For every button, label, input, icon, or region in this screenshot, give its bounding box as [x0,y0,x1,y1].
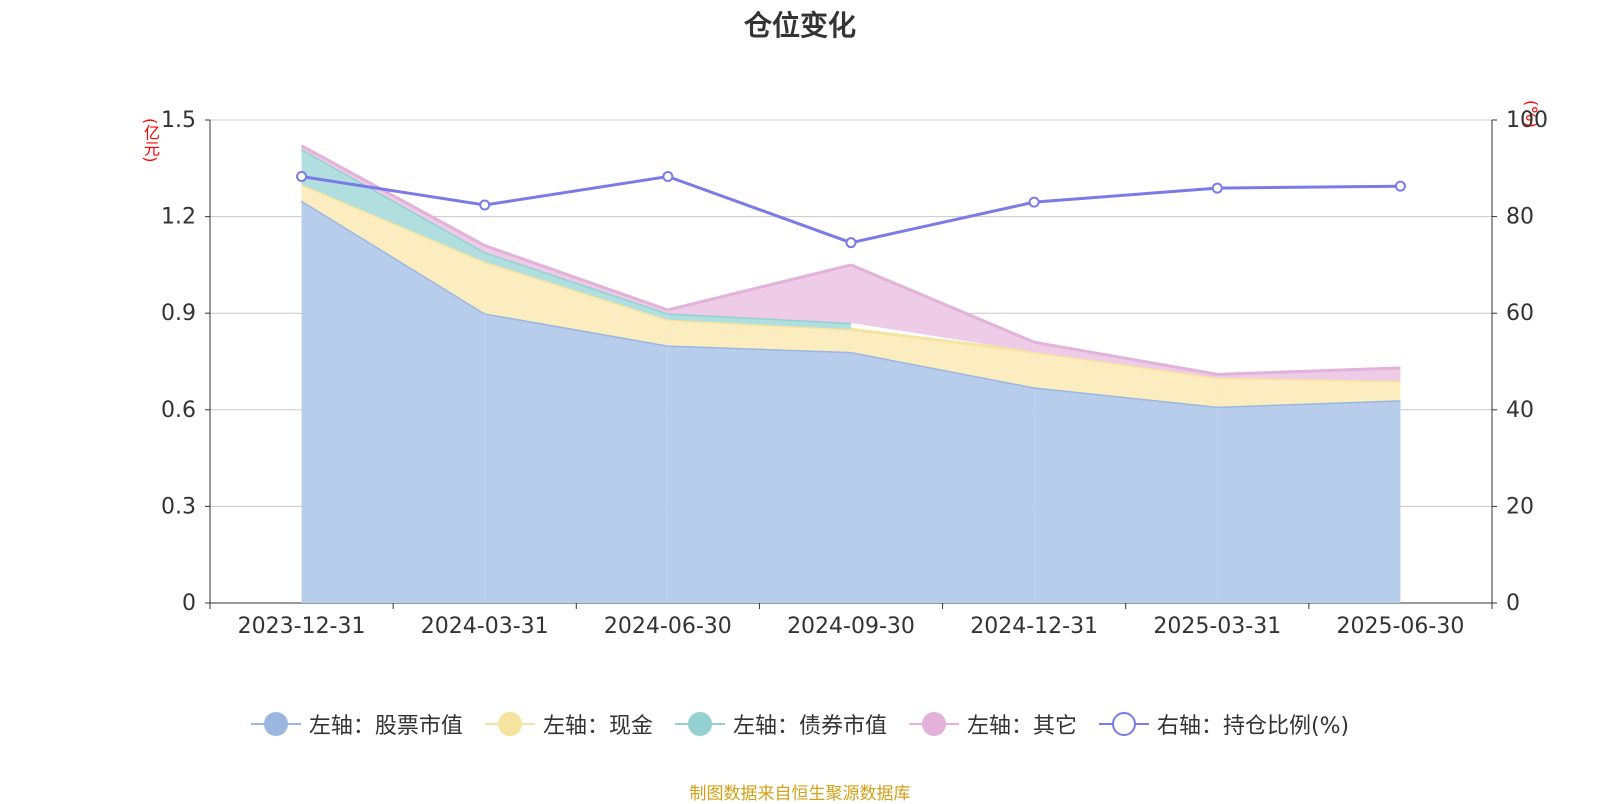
legend-item-4[interactable]: 左轴：其它 [908,708,1077,740]
area-edge-series-4 [484,244,669,312]
legend-label: 左轴：债券市值 [732,714,887,739]
holding-ratio-point [845,237,857,249]
legend-swatch-icon [908,712,959,736]
holding-ratio-line [301,174,1401,245]
legend-item-1[interactable]: 左轴：股票市值 [250,708,463,740]
right-axis-unit: (%) [1522,100,1541,128]
position-change-chart: 0 0.3 0.6 0.9 1.2 1.5 0 20 40 60 80 100 2023-12-31 20… [161,108,1548,639]
area-segment-series-3 [484,252,668,320]
area-segment-series-1 [301,200,485,603]
area-edge-series-4 [667,263,852,312]
legend-label: 右轴：持仓比例(%) [1156,714,1350,739]
holding-ratio-point [296,171,308,183]
area-edge-series-4 [850,263,1035,344]
holding-ratio-point [1211,182,1223,194]
area-segment-series-2 [301,184,485,314]
holding-ratio-point [1028,196,1040,208]
right-axis-tick-label: 0 [1506,591,1520,616]
area-segment-series-3 [667,313,851,330]
area-segment-series-1 [851,351,1035,603]
area-edge-series-4 [1033,340,1218,376]
right-axis-tick-label: 80 [1506,205,1534,230]
area-segment-series-3 [301,148,485,262]
left-axis-tick-label: 0.9 [161,301,196,326]
x-axis-tick-label: 2024-03-31 [421,614,549,639]
legend-label: 左轴：股票市值 [308,714,463,739]
x-axis-tick-label: 2023-12-31 [238,614,366,639]
area-segment-series-1 [1034,387,1218,603]
area-segment-series-2 [1034,351,1218,407]
area-segment-series-2 [484,261,668,346]
legend-swatch-icon [1098,712,1149,736]
area-segment-series-2 [1217,377,1401,407]
left-axis-tick-label: 0.3 [161,494,196,519]
legend-item-3[interactable]: 左轴：债券市值 [674,708,887,740]
area-segment-series-4 [1217,367,1401,381]
holding-ratio-point [479,199,491,211]
area-segment-series-4 [851,264,1035,352]
holding-ratio-point [1394,180,1406,192]
legend-swatch-icon [484,712,535,736]
chart-title: 仓位变化 [743,9,856,42]
x-axis-tick-label: 2025-03-31 [1153,614,1281,639]
left-axis-tick-label: 0.6 [161,398,196,423]
legend-swatch-icon [250,712,301,736]
left-axis-tick-label: 0 [182,591,196,616]
legend-item-2[interactable]: 左轴：现金 [484,708,653,740]
right-axis-tick-label: 40 [1506,398,1534,423]
right-axis-tick-label: 60 [1506,301,1534,326]
left-axis-tick-label: 1.2 [161,205,196,230]
x-axis-tick-label: 2024-06-30 [604,614,732,639]
area-edge-series-2 [850,327,1035,354]
area-segment-series-1 [667,345,851,603]
area-segment-series-2 [851,329,1035,388]
left-axis-tick-label: 1.5 [161,108,196,133]
legend-label: 左轴：其它 [966,714,1077,739]
x-axis-tick-label: 2024-09-30 [787,614,915,639]
x-axis-tick-label: 2024-12-31 [970,614,1098,639]
holding-ratio-point [662,171,674,183]
data-source-note: 制图数据来自恒生聚源数据库 [689,784,911,804]
area-segment-series-1 [484,313,668,603]
area-segment-series-1 [1217,400,1401,603]
area-segment-series-4 [667,264,851,323]
area-edge-series-4 [300,144,486,247]
x-axis-tick-label: 2025-06-30 [1336,614,1464,639]
chart-legend: 左轴：股票市值 左轴：现金 左轴：债券市值 左轴：其它 右轴：持仓比例(%) [0,708,1600,740]
legend-swatch-icon [674,712,725,736]
legend-label: 左轴：现金 [542,714,653,739]
area-edge-series-4 [1217,366,1401,376]
legend-item-5[interactable]: 右轴：持仓比例(%) [1098,708,1350,740]
right-axis-tick-label: 100 [1506,108,1548,133]
right-axis-tick-label: 20 [1506,494,1534,519]
left-axis-unit: (亿元) [141,118,160,163]
